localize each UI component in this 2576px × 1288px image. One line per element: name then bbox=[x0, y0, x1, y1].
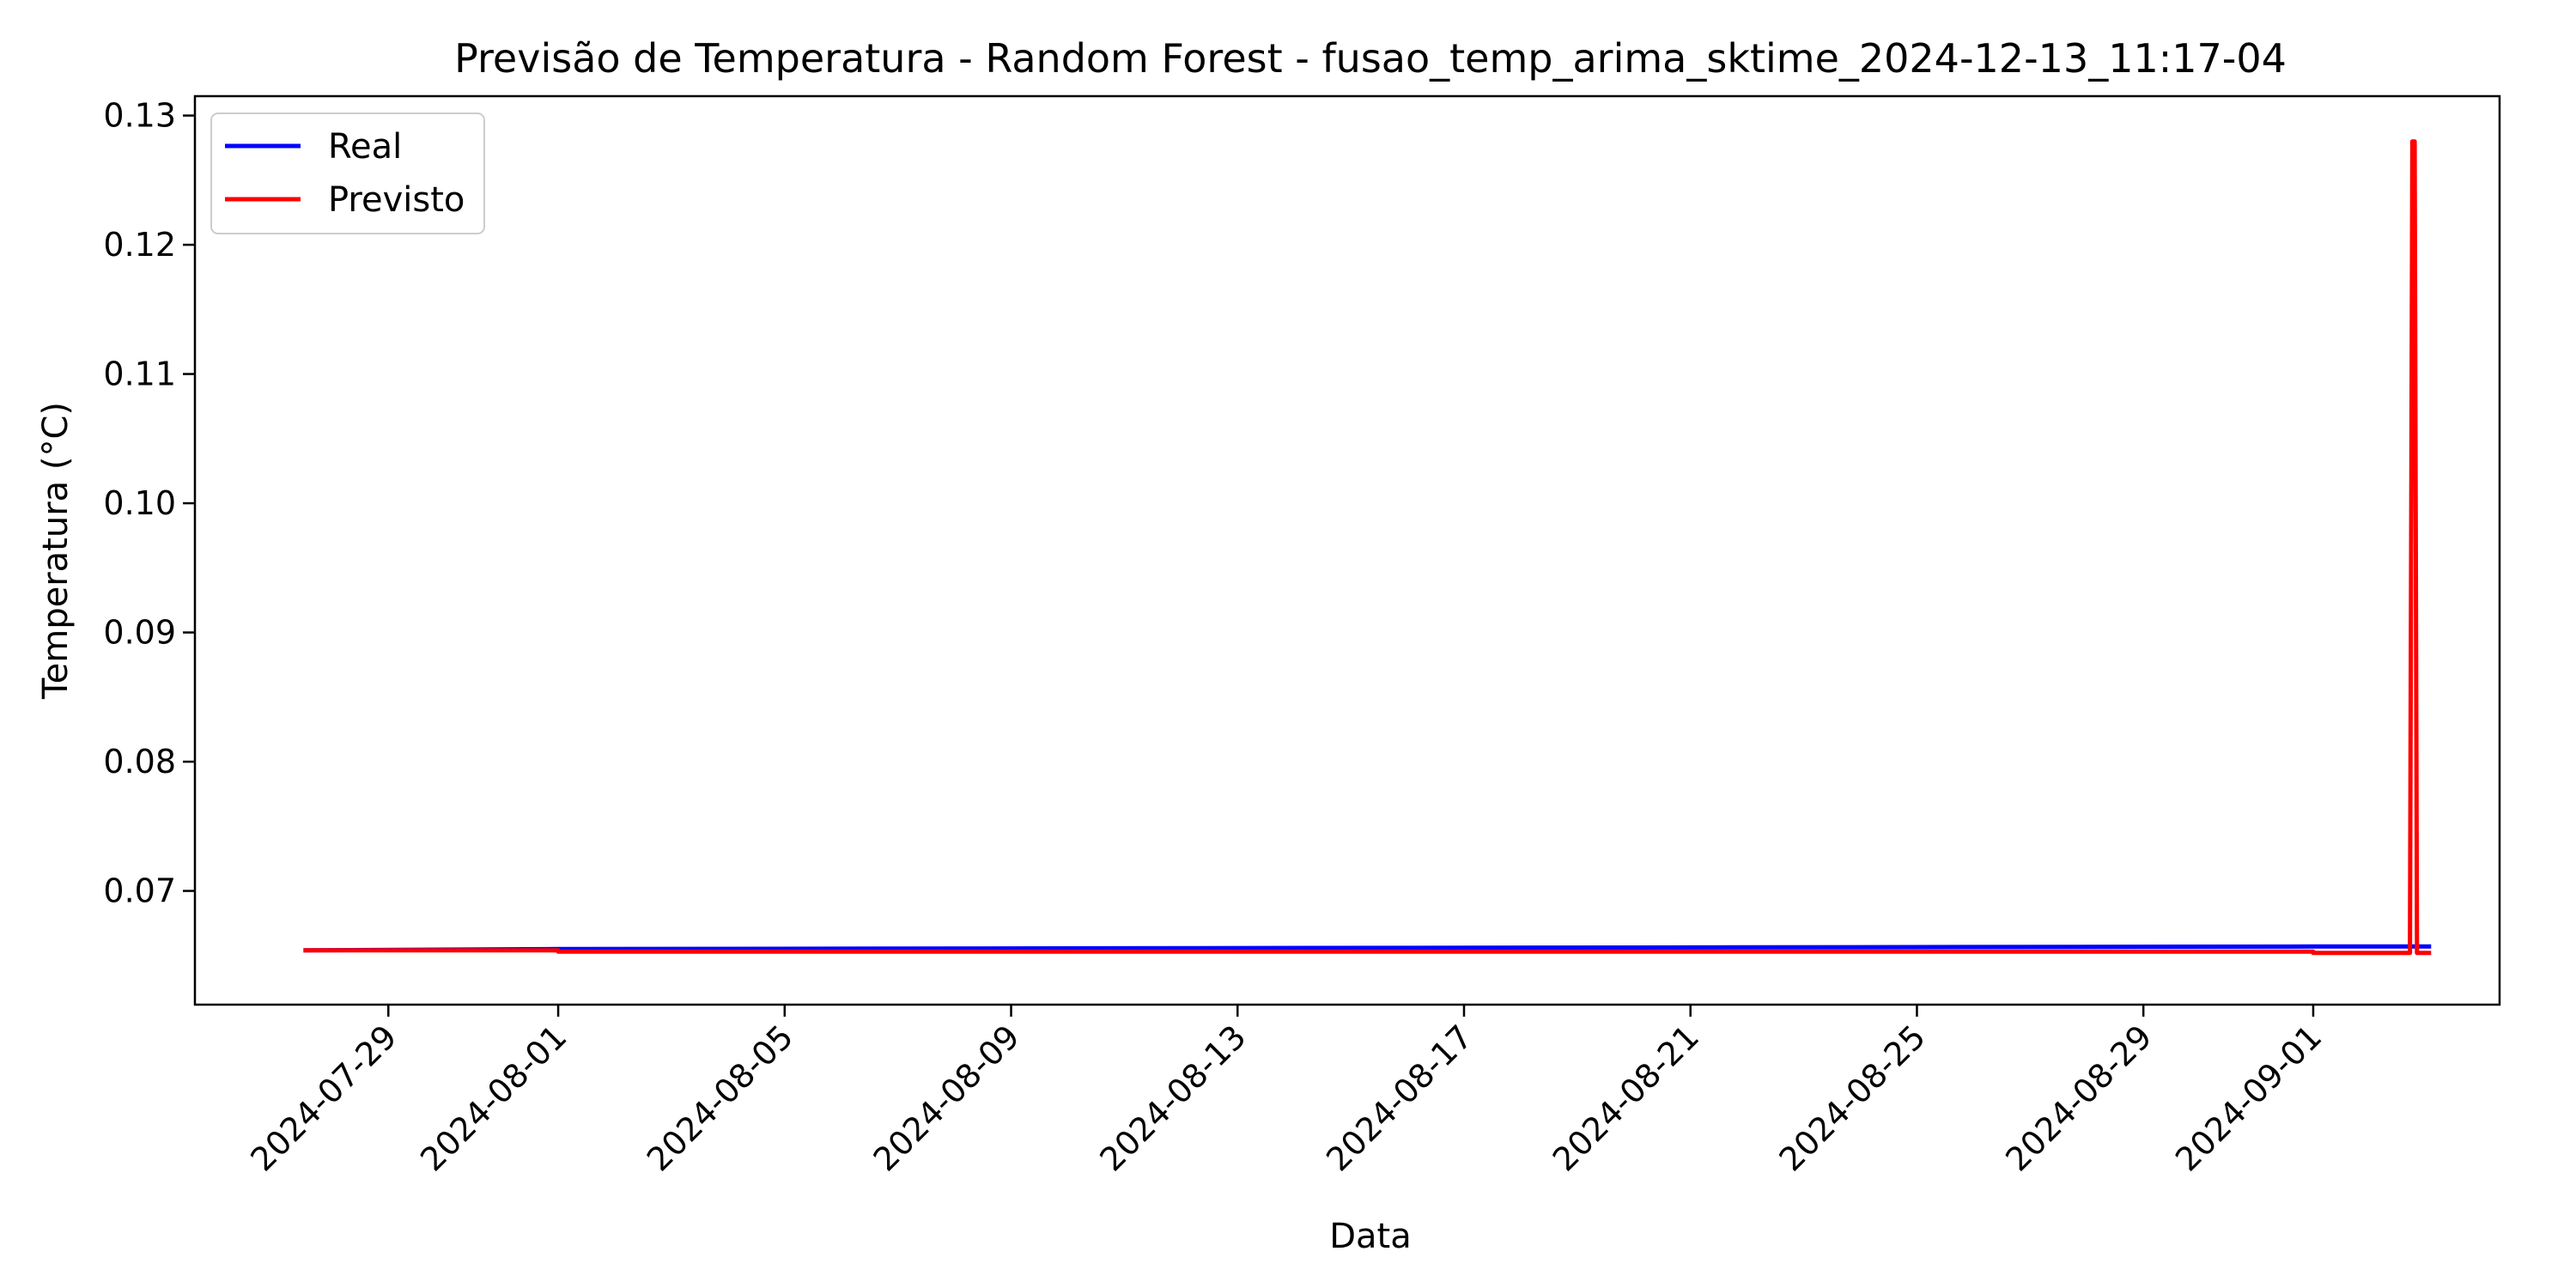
x-tick-label: 2024-07-29 bbox=[243, 1018, 404, 1178]
x-tick-label: 2024-08-25 bbox=[1772, 1018, 1933, 1178]
x-tick-label: 2024-08-21 bbox=[1546, 1018, 1706, 1178]
x-tick-label: 2024-08-17 bbox=[1319, 1018, 1479, 1178]
y-tick-label: 0.08 bbox=[103, 743, 176, 781]
y-axis-label: Temperatura (°C) bbox=[36, 402, 76, 700]
x-axis-label: Data bbox=[1329, 1217, 1412, 1256]
y-tick-label: 0.11 bbox=[103, 355, 176, 393]
plot-lines bbox=[303, 139, 2432, 956]
legend-box bbox=[210, 112, 485, 234]
x-tick-label: 2024-08-13 bbox=[1092, 1018, 1253, 1178]
y-tick-label: 0.10 bbox=[103, 484, 176, 522]
y-tick-label: 0.12 bbox=[103, 226, 176, 264]
x-tick-label: 2024-09-01 bbox=[2168, 1018, 2329, 1178]
y-tick-label: 0.09 bbox=[103, 614, 176, 652]
x-tick-label: 2024-08-01 bbox=[413, 1018, 574, 1178]
x-tick-label: 2024-08-09 bbox=[866, 1018, 1027, 1178]
x-axis-ticks: 2024-07-29 2024-08-01 2024-08-05 2024-08-09… bbox=[243, 1005, 2329, 1179]
chart-title: Previsão de Temperatura - Random Forest … bbox=[454, 35, 2287, 82]
legend: Real Previsto bbox=[210, 112, 485, 234]
x-tick-label: 2024-08-29 bbox=[1998, 1018, 2159, 1178]
y-axis-ticks: 0.07 0.08 0.09 0.10 0.11 0.12 0.13 bbox=[103, 97, 195, 910]
legend-label-previsto: Previsto bbox=[328, 180, 465, 220]
plot-frame bbox=[193, 94, 2501, 1006]
legend-label-real: Real bbox=[328, 127, 402, 167]
x-tick-label: 2024-08-05 bbox=[640, 1018, 800, 1178]
y-tick-label: 0.07 bbox=[103, 872, 176, 910]
series-line-previsto bbox=[303, 139, 2432, 956]
y-tick-label: 0.13 bbox=[103, 97, 176, 135]
